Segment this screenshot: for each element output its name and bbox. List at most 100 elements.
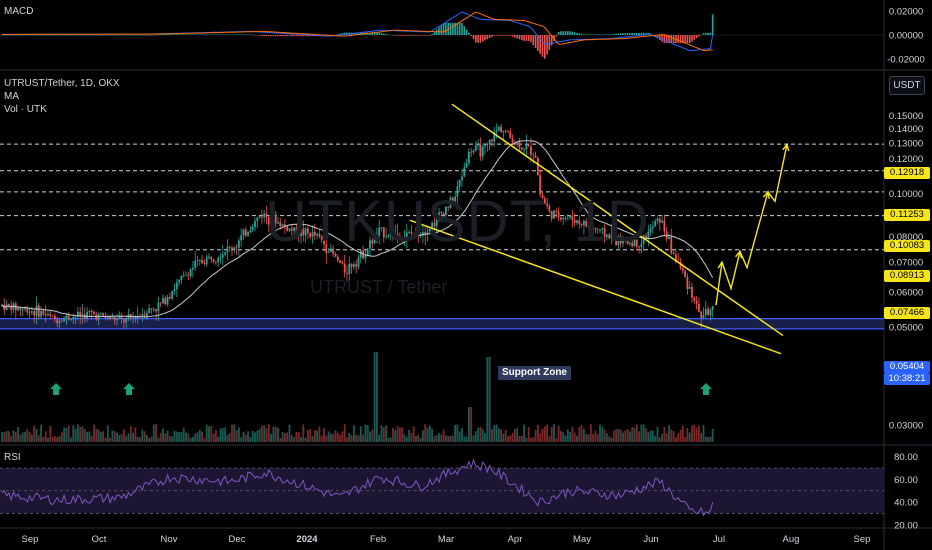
candle-body[interactable] bbox=[518, 142, 521, 148]
candle-body[interactable] bbox=[468, 151, 470, 164]
indicator-ma-label[interactable]: MA bbox=[4, 91, 19, 102]
candle-body[interactable] bbox=[265, 213, 268, 218]
candle-body[interactable] bbox=[311, 231, 314, 238]
price-tick-label[interactable]: 0.03000 bbox=[889, 421, 923, 432]
symbol-title[interactable]: UTRUST/Tether, 1D, OKX bbox=[4, 78, 120, 89]
candle-body[interactable] bbox=[557, 211, 560, 218]
candle-body[interactable] bbox=[288, 228, 291, 231]
time-tick-label[interactable]: Sep bbox=[22, 534, 39, 545]
candle-body[interactable] bbox=[364, 255, 367, 259]
candle-body[interactable] bbox=[102, 313, 105, 316]
price-tick-label[interactable]: 0.05000 bbox=[889, 322, 923, 333]
candle-body[interactable] bbox=[493, 132, 496, 142]
candle-body[interactable] bbox=[511, 138, 514, 143]
candle-body[interactable] bbox=[442, 213, 445, 216]
candle-body[interactable] bbox=[408, 231, 410, 233]
candle-body[interactable] bbox=[449, 197, 452, 208]
candle-body[interactable] bbox=[74, 316, 77, 318]
macd-tick-label[interactable]: 0.02000 bbox=[889, 6, 923, 17]
candle-body[interactable] bbox=[164, 297, 167, 305]
candle-body[interactable] bbox=[316, 233, 318, 236]
candle-body[interactable] bbox=[173, 289, 176, 292]
candle-body[interactable] bbox=[31, 311, 33, 313]
candle-body[interactable] bbox=[215, 261, 217, 263]
candle-body[interactable] bbox=[652, 226, 654, 229]
candle-body[interactable] bbox=[654, 221, 657, 227]
candle-body[interactable] bbox=[40, 311, 42, 317]
candle-body[interactable] bbox=[125, 318, 128, 323]
candle-body[interactable] bbox=[569, 215, 571, 218]
candle-body[interactable] bbox=[691, 286, 693, 298]
candle-body[interactable] bbox=[617, 236, 620, 246]
candle-body[interactable] bbox=[293, 227, 295, 231]
macd-tick-label[interactable]: -0.02000 bbox=[887, 55, 925, 66]
time-tick-label[interactable]: Sep bbox=[854, 534, 871, 545]
time-tick-label[interactable]: Feb bbox=[370, 534, 386, 545]
time-tick-label[interactable]: 2024 bbox=[296, 534, 318, 545]
candle-body[interactable] bbox=[175, 282, 178, 290]
candle-body[interactable] bbox=[472, 150, 475, 153]
candle-body[interactable] bbox=[54, 315, 56, 320]
candle-body[interactable] bbox=[286, 225, 289, 231]
macd-tick-label[interactable]: 0.00000 bbox=[889, 31, 923, 42]
candle-body[interactable] bbox=[626, 239, 629, 245]
candle-body[interactable] bbox=[116, 318, 118, 321]
candle-body[interactable] bbox=[656, 218, 659, 222]
candle-body[interactable] bbox=[488, 139, 491, 144]
candle-body[interactable] bbox=[431, 222, 433, 229]
candle-body[interactable] bbox=[458, 180, 461, 187]
price-tick-label[interactable]: 0.08000 bbox=[889, 232, 923, 243]
candle-body[interactable] bbox=[267, 217, 270, 225]
candle-body[interactable] bbox=[339, 260, 341, 264]
candle-body[interactable] bbox=[596, 229, 599, 231]
candle-body[interactable] bbox=[21, 309, 24, 311]
candle-body[interactable] bbox=[309, 233, 312, 238]
candle-body[interactable] bbox=[603, 228, 606, 237]
candle-body[interactable] bbox=[263, 213, 266, 218]
candle-body[interactable] bbox=[500, 126, 502, 133]
candle-body[interactable] bbox=[79, 311, 82, 317]
macd-pane[interactable] bbox=[0, 11, 884, 59]
candle-body[interactable] bbox=[327, 252, 330, 253]
candle-body[interactable] bbox=[251, 226, 254, 231]
candle-body[interactable] bbox=[231, 247, 233, 250]
currency-button[interactable]: USDT bbox=[889, 76, 925, 95]
candle-body[interactable] bbox=[403, 238, 406, 239]
candle-body[interactable] bbox=[217, 258, 220, 263]
candle-body[interactable] bbox=[148, 308, 151, 313]
time-tick-label[interactable]: Aug bbox=[783, 534, 800, 545]
candle-body[interactable] bbox=[5, 304, 8, 310]
time-axis-ticks[interactable]: Sep Oct Nov Dec 2024 Feb Mar Apr May Jun Jul Aug Sep bbox=[22, 534, 871, 545]
candle-body[interactable] bbox=[548, 206, 551, 211]
candle-body[interactable] bbox=[93, 311, 95, 315]
time-tick-label[interactable]: May bbox=[573, 534, 591, 545]
time-tick-label[interactable]: Jun bbox=[643, 534, 658, 545]
candle-body[interactable] bbox=[564, 218, 567, 219]
candle-body[interactable] bbox=[698, 303, 700, 312]
rsi-tick-label[interactable]: 80.00 bbox=[894, 452, 918, 463]
candle-body[interactable] bbox=[123, 319, 125, 323]
candle-body[interactable] bbox=[704, 308, 707, 315]
candle-body[interactable] bbox=[606, 234, 608, 237]
candle-body[interactable] bbox=[194, 260, 197, 268]
candle-body[interactable] bbox=[28, 312, 31, 314]
candle-body[interactable] bbox=[670, 236, 673, 254]
candle-body[interactable] bbox=[355, 264, 358, 267]
candle-body[interactable] bbox=[198, 260, 201, 261]
candle-body[interactable] bbox=[307, 228, 309, 234]
candle-body[interactable] bbox=[629, 242, 631, 245]
candle-body[interactable] bbox=[484, 145, 486, 147]
candle-body[interactable] bbox=[481, 146, 484, 157]
candle-body[interactable] bbox=[486, 143, 489, 146]
candle-body[interactable] bbox=[180, 276, 183, 281]
candle-body[interactable] bbox=[277, 222, 279, 224]
candle-body[interactable] bbox=[378, 227, 381, 236]
candle-body[interactable] bbox=[422, 232, 424, 236]
candle-body[interactable] bbox=[157, 302, 160, 312]
candle-body[interactable] bbox=[649, 228, 652, 232]
candle-body[interactable] bbox=[589, 225, 592, 229]
candle-body[interactable] bbox=[233, 247, 236, 250]
candle-body[interactable] bbox=[642, 235, 645, 244]
price-tick-label[interactable]: 0.14000 bbox=[889, 124, 923, 135]
candle-body[interactable] bbox=[274, 215, 277, 224]
